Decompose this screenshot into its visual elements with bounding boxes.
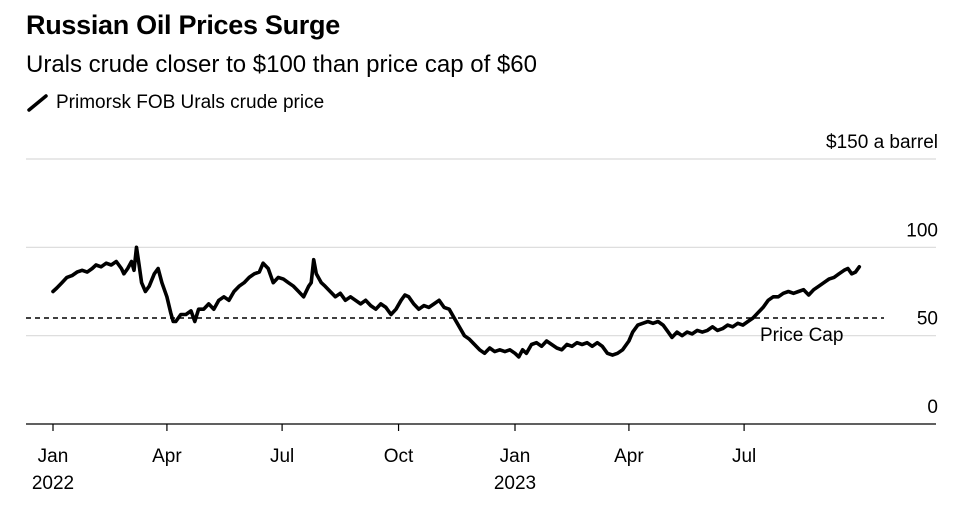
price-cap-label: Price Cap — [760, 325, 843, 346]
x-tick-label-2022-07-01: Jul — [270, 446, 294, 467]
x-axis: Jan 2022 Apr Jul Oct Jan 2023 Apr Jul — [26, 423, 936, 494]
chart-title: Russian Oil Prices Surge — [26, 10, 340, 40]
legend: Primorsk FOB Urals crude price — [26, 92, 324, 114]
y-axis: $150 a barrel 100 50 0 — [826, 132, 938, 418]
y-tick-label-50: 50 — [917, 309, 938, 330]
legend-label: Primorsk FOB Urals crude price — [56, 92, 325, 113]
series-group — [51, 245, 862, 359]
chart-subtitle: Urals crude closer to $100 than price ca… — [26, 51, 537, 78]
legend-swatch-icon — [27, 94, 48, 112]
y-tick-label-0: 0 — [927, 397, 938, 418]
series-line-urals — [51, 245, 862, 359]
price-cap-group: Price Cap — [26, 317, 884, 346]
x-tick-year-2022-01-01: 2022 — [32, 473, 74, 494]
x-tick-label-2022-01-01: Jan — [38, 446, 69, 467]
x-tick-label-2022-04-01: Apr — [152, 446, 182, 467]
grid-lines — [26, 158, 936, 337]
x-tick-year-2023-01-01: 2023 — [494, 473, 536, 494]
x-tick-label-2023-01-01: Jan — [500, 446, 531, 467]
x-tick-label-2023-07-01: Jul — [732, 446, 756, 467]
x-tick-label-2022-10-01: Oct — [384, 446, 414, 467]
x-tick-label-2023-04-01: Apr — [614, 446, 644, 467]
y-tick-label-150: $150 a barrel — [826, 132, 938, 153]
y-tick-label-100: 100 — [906, 220, 938, 241]
